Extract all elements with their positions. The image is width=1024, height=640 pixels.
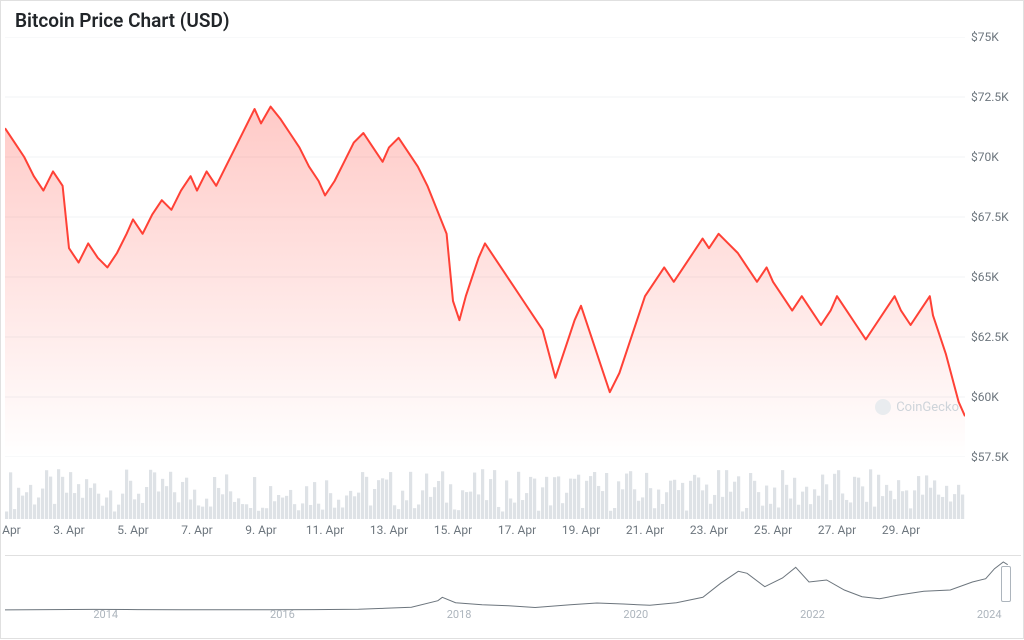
x-tick-label: 13. Apr: [370, 523, 408, 537]
x-tick-label: 5. Apr: [117, 523, 149, 537]
x-tick-label: 29. Apr: [882, 523, 920, 537]
overview-tick-label: 2014: [93, 608, 118, 621]
overview-plot[interactable]: 2014 2016 2018 2020 2022 2024: [5, 555, 1021, 635]
x-tick-label: 7. Apr: [181, 523, 213, 537]
overview-tick-label: 2022: [800, 608, 825, 621]
x-tick-label: 27. Apr: [818, 523, 856, 537]
overview-tick-label: 2024: [977, 608, 1002, 621]
watermark-text: CoinGecko: [896, 400, 959, 415]
volume-svg: [5, 463, 965, 519]
y-tick-label: $57.5K: [971, 450, 1009, 464]
y-tick-label: $67.5K: [971, 210, 1009, 224]
x-tick-label: 23. Apr: [690, 523, 728, 537]
price-chart-panel: Bitcoin Price Chart (USD) $75K $72.5K $70K…: [0, 0, 1024, 639]
overview-tick-label: 2020: [623, 608, 648, 621]
x-tick-label: 25. Apr: [754, 523, 792, 537]
main-price-plot[interactable]: [5, 37, 965, 457]
y-tick-label: $75K: [971, 30, 999, 44]
y-axis: $75K$72.5K$70K$67.5K$65K$62.5K$60K$57.5K: [965, 37, 1023, 457]
coingecko-icon: [875, 399, 891, 415]
volume-plot[interactable]: [5, 463, 965, 519]
y-tick-label: $60K: [971, 390, 999, 404]
overview-tick-label: 2018: [447, 608, 472, 621]
overview-range-handle[interactable]: [1001, 566, 1011, 602]
x-tick-label: 3. Apr: [53, 523, 85, 537]
y-tick-label: $65K: [971, 270, 999, 284]
y-tick-label: $72.5K: [971, 90, 1009, 104]
y-tick-label: $62.5K: [971, 330, 1009, 344]
price-line-svg: [5, 37, 965, 457]
x-tick-label: 15. Apr: [434, 523, 472, 537]
x-axis: 1. Apr3. Apr5. Apr7. Apr9. Apr11. Apr13.…: [5, 523, 965, 543]
watermark: CoinGecko: [875, 399, 959, 415]
y-tick-label: $70K: [971, 150, 999, 164]
x-tick-label: 9. Apr: [245, 523, 277, 537]
overview-svg: [5, 556, 1021, 636]
x-tick-label: 11. Apr: [306, 523, 344, 537]
x-tick-label: 19. Apr: [562, 523, 600, 537]
x-tick-label: 1. Apr: [0, 523, 21, 537]
chart-title: Bitcoin Price Chart (USD): [15, 9, 229, 32]
x-tick-label: 21. Apr: [626, 523, 664, 537]
x-tick-label: 17. Apr: [498, 523, 536, 537]
overview-tick-label: 2016: [270, 608, 295, 621]
